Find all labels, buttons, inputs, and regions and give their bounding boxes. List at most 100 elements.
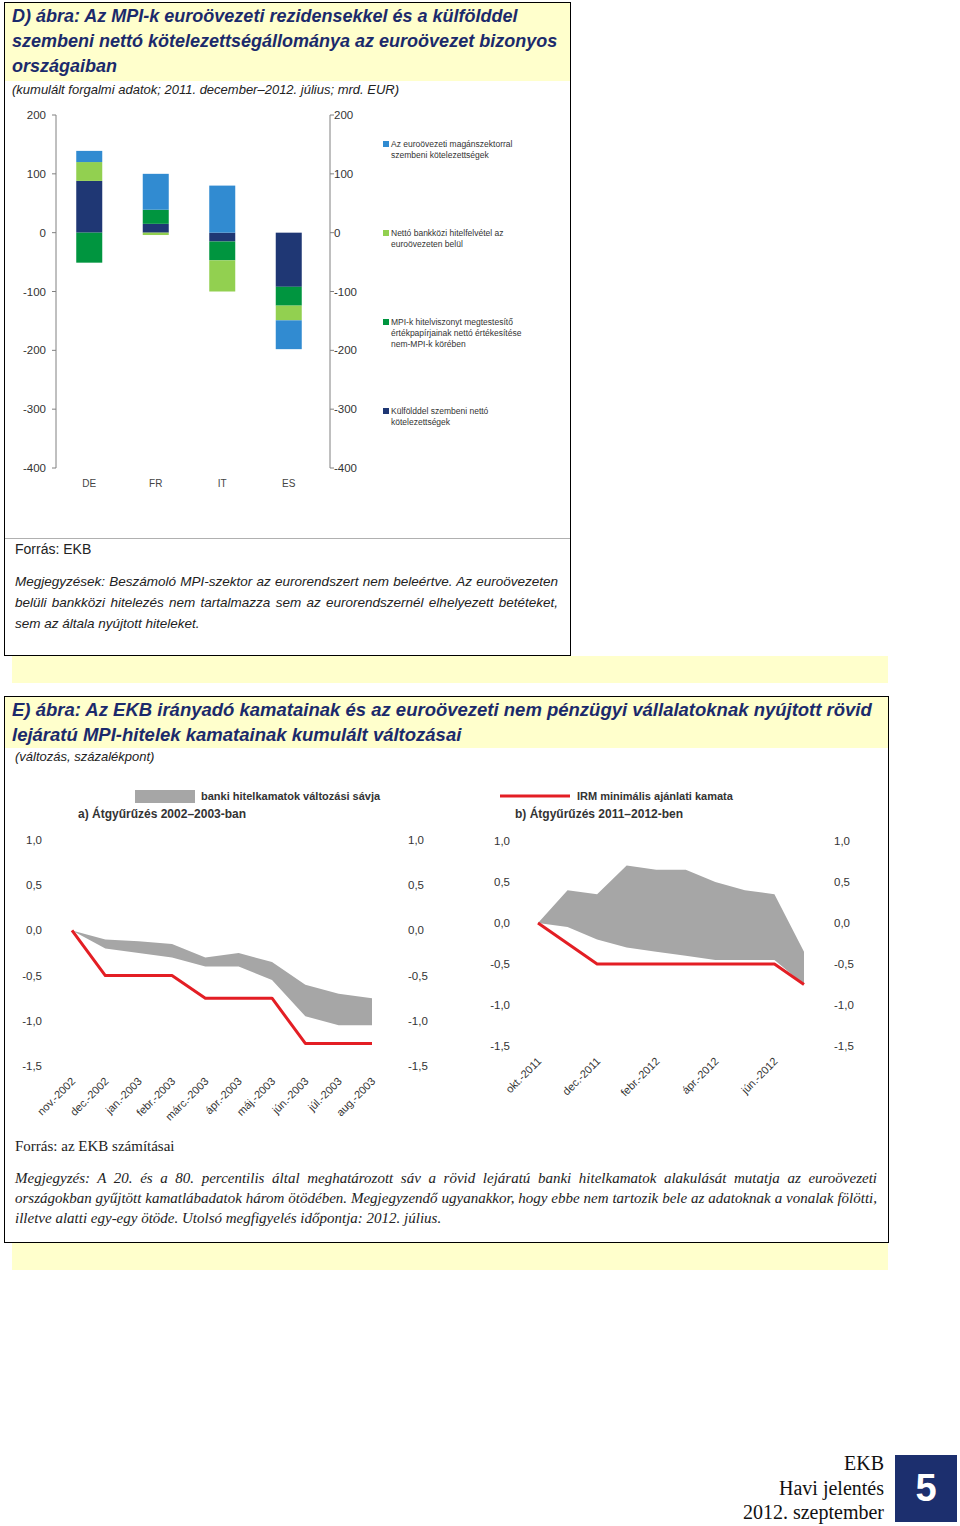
figure-note: Megjegyzések: Beszámoló MPI-szektor az e… [15, 571, 558, 634]
y-tick [52, 232, 56, 233]
x-tick-label: FR [149, 478, 162, 489]
band [72, 930, 372, 1025]
bar [143, 224, 169, 233]
y-tick-right [330, 232, 334, 233]
legend-line: nem-MPI-k körében [391, 339, 466, 349]
legend: banki hitelkamatok változási sávja [135, 790, 381, 803]
legend-label: Az euroövezeti magánszektorralszembeni k… [391, 139, 513, 160]
x-tick-label: IT [218, 478, 227, 489]
panel-title: a) Átgyűrűzés 2002–2003-ban [78, 806, 246, 821]
y-tick-label-right: -0,5 [408, 970, 428, 982]
y-tick-right [330, 409, 334, 410]
x-tick-label: jún.-2003 [269, 1075, 311, 1117]
figure-source: Forrás: az EKB számításai [15, 1136, 615, 1156]
x-tick-label: febr.-2012 [618, 1055, 662, 1099]
y-tick-label-right: -300 [334, 403, 357, 415]
y-tick-label: 0 [40, 227, 46, 239]
y-tick-label-right: -0,5 [834, 958, 854, 970]
band [538, 866, 804, 985]
x-tick-label: márc.-2003 [163, 1075, 211, 1123]
bars [76, 151, 302, 349]
separator [5, 538, 570, 539]
bar [276, 320, 302, 349]
legend-line: értékpapírjainak nettó értékesítése [391, 328, 522, 338]
y-tick-label: -400 [23, 462, 46, 474]
y-tick-label-right: -1,0 [408, 1015, 428, 1027]
y-tick-right [330, 291, 334, 292]
bar [76, 181, 102, 233]
x-tick-label: aug.-2003 [334, 1075, 378, 1119]
bar [276, 287, 302, 306]
legend-swatch [500, 795, 570, 798]
x-tick-label: okt.-2011 [503, 1055, 543, 1095]
yellow-strip [12, 656, 888, 683]
y-tick-label-right: -1,5 [834, 1040, 854, 1052]
y-tick-label-right: -200 [334, 344, 357, 356]
x-tick-label: dec.-2011 [560, 1055, 603, 1098]
y-tick-label-right: 0,0 [834, 917, 850, 929]
bar [143, 210, 169, 224]
bar [76, 233, 102, 263]
legend-line: Az euroövezeti magánszektorral [391, 139, 513, 149]
bar [276, 233, 302, 287]
x-tick-label: jún.-2012 [738, 1055, 780, 1097]
legend-label: banki hitelkamatok változási sávja [201, 790, 381, 802]
y-tick-right [330, 115, 334, 116]
legend-swatch [383, 319, 389, 325]
y-tick-label-right: -100 [334, 286, 357, 298]
legend-label: MPI-k hitelviszonyt megtestesítőértékpap… [391, 317, 522, 349]
y-tick [52, 115, 56, 116]
figure-title: D) ábra: Az MPI-k euroövezeti rezidensek… [12, 4, 560, 79]
y-tick-label-right: 1,0 [408, 834, 424, 846]
legend: IRM minimális ajánlati kamata [500, 790, 734, 802]
x-tick-label: máj.-2003 [234, 1075, 277, 1118]
y-tick-label-right: 0 [334, 227, 340, 239]
figure-note: Megjegyzés: A 20. és a 80. percentilis á… [15, 1168, 877, 1228]
bar [143, 233, 169, 235]
legend-swatch [383, 230, 389, 236]
y-tick [52, 173, 56, 174]
bar [209, 233, 235, 242]
y-tick-label: -1,5 [22, 1060, 42, 1072]
footer-issue: 2012. szeptember [580, 1500, 884, 1524]
x-tick-label: ápr.-2012 [679, 1055, 720, 1096]
page-number-box: 5 [895, 1455, 957, 1522]
figure-source: Forrás: EKB [15, 540, 555, 558]
bar [209, 260, 235, 291]
y-tick-label-right: 100 [334, 168, 353, 180]
y-tick-label: -300 [23, 403, 46, 415]
legend-line: euroövezeten belül [391, 239, 463, 249]
legend-line: MPI-k hitelviszonyt megtestesítő [391, 317, 513, 327]
legend-line: Külfölddel szembeni nettó [391, 406, 489, 416]
bar [143, 174, 169, 210]
figure-e-frame [4, 696, 889, 1243]
y-tick-label-right: 200 [334, 109, 353, 121]
bar [209, 186, 235, 233]
y-tick-label-right: 0,0 [408, 924, 424, 936]
line-chart: -1,5-1,5-1,0-1,0-0,5-0,50,00,00,50,51,01… [22, 790, 428, 1123]
y-tick-right [330, 173, 334, 174]
page: D) ábra: Az MPI-k euroövezeti rezidensek… [0, 0, 960, 1526]
plot-marks [538, 866, 804, 985]
y-tick [52, 350, 56, 351]
line [72, 930, 372, 1043]
bar-chart: -400-400-300-300-200-200-100-10000100100… [23, 109, 522, 489]
legend-line: Nettó bankközi hitelfelvétel az [391, 228, 503, 238]
y-tick-label: -0,5 [22, 970, 42, 982]
y-tick-label: 0,0 [494, 917, 510, 929]
y-tick-label: 1,0 [494, 835, 510, 847]
y-tick-label: 1,0 [26, 834, 42, 846]
x-tick-label: DE [82, 478, 96, 489]
y-tick-label: 200 [27, 109, 46, 121]
x-tick-label: dec.-2002 [68, 1075, 111, 1118]
legend-label: Külfölddel szembeni nettókötelezettségek [391, 406, 489, 427]
y-tick-label: 0,0 [26, 924, 42, 936]
y-tick-label: -0,5 [490, 958, 510, 970]
y-tick-label: 0,5 [494, 876, 510, 888]
figure-subtitle: (változás, százalékpont) [15, 748, 615, 766]
y-tick [52, 468, 56, 469]
chart-canvas: -400-400-300-300-200-200-100-10000100100… [0, 0, 960, 1526]
footer-publisher: EKB [580, 1451, 884, 1475]
legend-line: kötelezettségek [391, 417, 451, 427]
y-tick-label-right: -400 [334, 462, 357, 474]
